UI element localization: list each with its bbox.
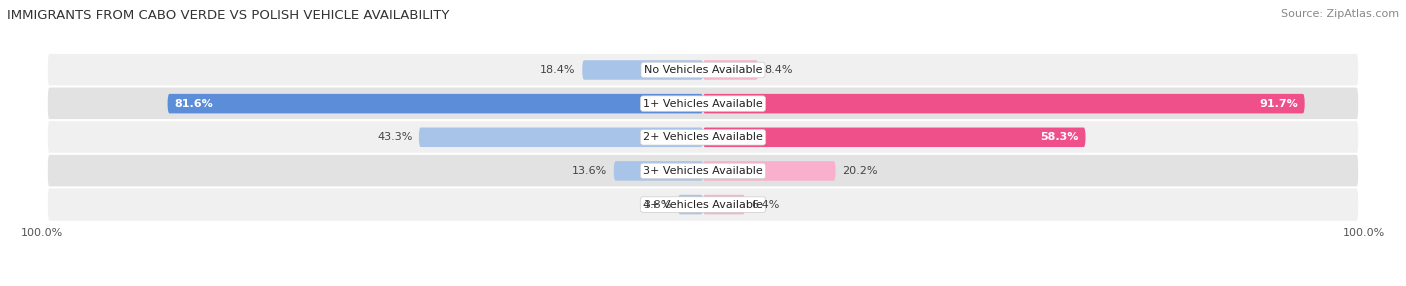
FancyBboxPatch shape [703, 161, 835, 181]
Text: 1+ Vehicles Available: 1+ Vehicles Available [643, 99, 763, 109]
Text: 18.4%: 18.4% [540, 65, 575, 75]
FancyBboxPatch shape [46, 120, 1360, 154]
FancyBboxPatch shape [582, 60, 703, 80]
FancyBboxPatch shape [614, 161, 703, 181]
Text: Source: ZipAtlas.com: Source: ZipAtlas.com [1281, 9, 1399, 19]
Text: 4+ Vehicles Available: 4+ Vehicles Available [643, 200, 763, 210]
Text: IMMIGRANTS FROM CABO VERDE VS POLISH VEHICLE AVAILABILITY: IMMIGRANTS FROM CABO VERDE VS POLISH VEH… [7, 9, 450, 21]
FancyBboxPatch shape [46, 86, 1360, 121]
FancyBboxPatch shape [46, 53, 1360, 87]
FancyBboxPatch shape [46, 187, 1360, 222]
FancyBboxPatch shape [703, 60, 758, 80]
FancyBboxPatch shape [703, 94, 1305, 113]
FancyBboxPatch shape [703, 195, 745, 214]
FancyBboxPatch shape [678, 195, 703, 214]
Text: No Vehicles Available: No Vehicles Available [644, 65, 762, 75]
FancyBboxPatch shape [419, 128, 703, 147]
Text: 3+ Vehicles Available: 3+ Vehicles Available [643, 166, 763, 176]
Text: 2+ Vehicles Available: 2+ Vehicles Available [643, 132, 763, 142]
FancyBboxPatch shape [167, 94, 703, 113]
Text: 81.6%: 81.6% [174, 99, 212, 109]
Text: 8.4%: 8.4% [765, 65, 793, 75]
Text: 20.2%: 20.2% [842, 166, 877, 176]
Text: 6.4%: 6.4% [752, 200, 780, 210]
Text: 100.0%: 100.0% [1343, 228, 1385, 238]
Text: 3.8%: 3.8% [643, 200, 672, 210]
Text: 43.3%: 43.3% [377, 132, 412, 142]
Text: 58.3%: 58.3% [1040, 132, 1078, 142]
FancyBboxPatch shape [703, 128, 1085, 147]
FancyBboxPatch shape [46, 154, 1360, 188]
Text: 100.0%: 100.0% [21, 228, 63, 238]
Text: 91.7%: 91.7% [1260, 99, 1298, 109]
Text: 13.6%: 13.6% [572, 166, 607, 176]
